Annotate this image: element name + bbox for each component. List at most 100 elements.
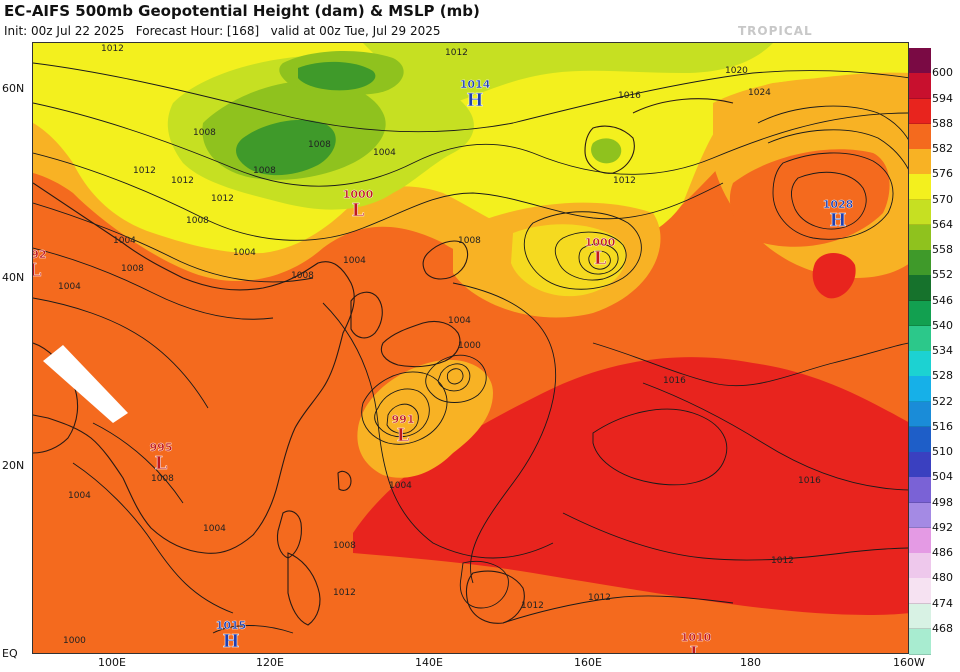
height-588-northeast: [729, 149, 890, 247]
height-588-central-pacific: [353, 357, 908, 615]
colorbar-level-label: 600: [932, 66, 953, 80]
isobar-label: 1008: [253, 166, 276, 176]
isobar-label: 1008: [121, 264, 144, 274]
chart-title: EC-AIFS 500mb Geopotential Height (dam) …: [4, 2, 480, 20]
colorbar-level-label: 468: [932, 621, 953, 635]
chart-subtitle: Init: 00z Jul 22 2025 Forecast Hour: [16…: [4, 24, 441, 38]
lon-label-140e: 140E: [415, 656, 443, 669]
height-552-region-north: [298, 61, 376, 91]
isobar-label: 1012: [445, 48, 468, 58]
isobar-labels: 1012 1008 1012 1012 1020 1024 1016 1012 1012 1008…: [58, 44, 821, 646]
lat-label-60n: 60N: [2, 82, 25, 95]
colorbar-swatch: [909, 199, 931, 226]
colorbar-swatch: [909, 174, 931, 200]
colorbar-swatch: [909, 73, 931, 99]
colorbar-level-label: 582: [932, 142, 953, 155]
pressure-center-letter: H: [829, 210, 846, 231]
colorbar-level-label: 522: [932, 394, 953, 408]
colorbar-level-label: 558: [932, 243, 953, 256]
isobar-label: 1024: [748, 88, 771, 98]
colorbar-swatch: [909, 426, 931, 453]
pressure-center-value: 995: [150, 441, 173, 454]
colorbar-level-label: 546: [932, 293, 953, 307]
isobar-label: 1016: [618, 91, 641, 101]
colorbar-level-label: 504: [932, 470, 953, 484]
lat-label-20n: 20N: [2, 459, 25, 472]
height-564-region-east: [363, 43, 773, 103]
colorbar-swatch: [909, 48, 931, 74]
colorbar-swatch: [909, 351, 931, 377]
isobar-label: 1012: [171, 176, 194, 186]
colorbar-level-label: 528: [932, 369, 953, 383]
height-576-pacific-inner: [511, 224, 627, 297]
masked-region: [43, 345, 128, 423]
colorbar-swatch: [909, 578, 931, 604]
pressure-center-letter: L: [155, 453, 168, 474]
isobar-label: 1008: [151, 474, 174, 484]
colorbar-swatch: [909, 401, 931, 428]
isobar-label: 1004: [68, 491, 91, 501]
lon-label-100e: 100E: [98, 656, 126, 669]
lon-label-120e: 120E: [256, 656, 284, 669]
pressure-center-value: 1015: [216, 619, 247, 632]
pressure-center-letter: L: [352, 200, 365, 221]
lon-label-160w: 160W: [893, 656, 925, 669]
isobar-label: 1016: [798, 476, 821, 486]
isobar-label: 1012: [101, 44, 124, 54]
colorbar-swatch: [909, 376, 931, 402]
colorbar-swatch: [909, 149, 931, 175]
isobar-label: 1012: [588, 593, 611, 603]
isobar-label: 1008: [458, 236, 481, 246]
isobar-label: 1008: [333, 541, 356, 551]
isobar-label: 1012: [133, 166, 156, 176]
colorbar-level-label: 540: [932, 318, 953, 332]
colorbar-level-label: 588: [932, 116, 953, 130]
colorbar-swatch: [909, 224, 931, 251]
watermark: TROPICAL: [738, 24, 813, 38]
isobar-label: 1012: [521, 601, 544, 611]
colorbar-swatch: [909, 275, 931, 301]
lat-label-eq: EQ: [2, 647, 18, 660]
isobar-label: 1016: [663, 376, 686, 386]
weather-map[interactable]: 1012 1008 1012 1012 1020 1024 1016 1012 1012 1008…: [33, 43, 909, 654]
colorbar-level-label: 552: [932, 268, 953, 282]
pressure-center-value: 1010: [681, 631, 712, 644]
colorbar-swatch: [909, 98, 931, 125]
colorbar-swatch: [909, 527, 931, 554]
colorbar-level-label: 486: [932, 546, 953, 559]
isobar-label: 1004: [343, 256, 366, 266]
isobar-label: 1008: [193, 128, 216, 138]
colorbar-level-label: 594: [932, 91, 953, 105]
isobars: [33, 62, 908, 634]
low-pressure-center: 992L: [33, 248, 47, 281]
pressure-center-value: 1000: [585, 236, 616, 249]
isobar-label: 1012: [333, 588, 356, 598]
pressure-center-letter: H: [222, 631, 239, 652]
lon-label-160e: 160E: [574, 656, 602, 669]
pressure-center-value: 1014: [460, 78, 491, 91]
colorbar-swatch: [909, 477, 931, 503]
isobar-label: 1012: [211, 194, 234, 204]
pressure-center-letter: L: [690, 643, 703, 654]
isobar-label: 1008: [291, 271, 314, 281]
pressure-center-value: 991: [392, 413, 415, 426]
isobar-label: 1004: [373, 148, 396, 158]
isobar-label: 1004: [389, 481, 412, 491]
pressure-center-letter: L: [594, 248, 607, 269]
isobar-label: 1008: [186, 216, 209, 226]
isobar-label: 1004: [448, 316, 471, 326]
height-594-northeast-cell: [812, 253, 856, 299]
pressure-center-letter: L: [397, 425, 410, 446]
colorbar-level-label: 474: [932, 596, 953, 610]
colorbar-swatch: [909, 628, 931, 655]
colorbar-swatch: [909, 123, 931, 150]
map-panel[interactable]: 1012 1008 1012 1012 1020 1024 1016 1012 1012 1008…: [32, 42, 909, 654]
colorbar-swatch: [909, 325, 931, 352]
